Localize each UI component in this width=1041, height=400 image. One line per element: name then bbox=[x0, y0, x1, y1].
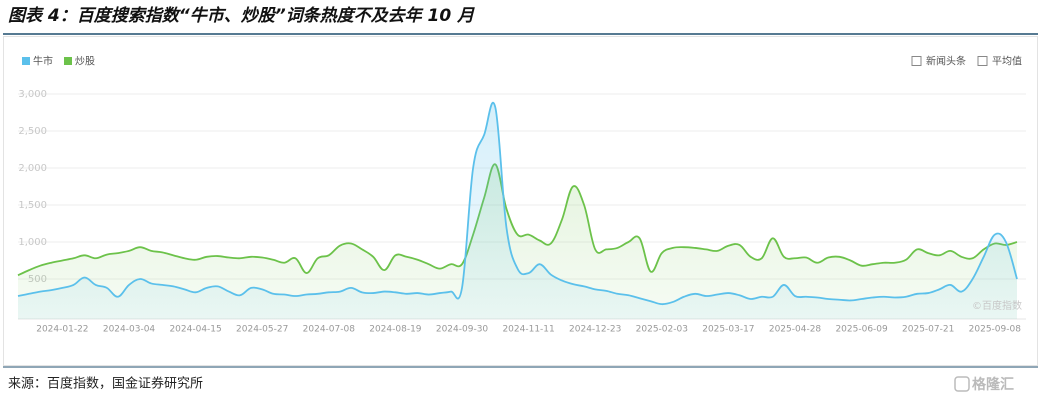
x-tick-label: 2025-04-28 bbox=[769, 325, 822, 335]
checkbox bbox=[977, 56, 988, 66]
x-tick-label: 2024-08-19 bbox=[369, 325, 422, 335]
checkbox-label: 平均值 bbox=[992, 55, 1022, 68]
x-tick-label: 2024-04-15 bbox=[169, 325, 221, 335]
x-tick-label: 2025-07-21 bbox=[902, 325, 954, 335]
chart-frame bbox=[3, 36, 1038, 366]
x-tick-label: 2024-05-27 bbox=[236, 325, 288, 335]
area bbox=[18, 164, 1017, 319]
checkbox-label: 新闻头条 bbox=[926, 55, 966, 68]
legend-label: 炒股 bbox=[75, 56, 95, 68]
line bbox=[17, 163, 1018, 277]
x-tick-label: 2025-09-08 bbox=[969, 325, 1022, 335]
source: 来源：百度指数，国金证券研究所 bbox=[8, 376, 203, 392]
y-tick-label: 1,500 bbox=[18, 200, 47, 211]
logo-icon bbox=[954, 376, 970, 392]
line bbox=[17, 102, 1018, 306]
x-tick-label: 2025-06-09 bbox=[835, 325, 888, 335]
legend-swatch bbox=[22, 57, 30, 65]
legend-swatch bbox=[64, 57, 72, 65]
x-tick-label: 2024-11-11 bbox=[502, 325, 554, 335]
x-tick-label: 2024-03-04 bbox=[103, 325, 156, 335]
checkbox bbox=[911, 56, 922, 66]
legend-label: 牛市 bbox=[33, 55, 53, 68]
x-tick-label: 2024-09-30 bbox=[436, 325, 489, 335]
x-tick-label: 2025-03-17 bbox=[702, 325, 754, 335]
logo: 格隆汇 bbox=[972, 376, 1014, 393]
x-tick-label: 2024-07-08 bbox=[303, 325, 356, 335]
y-tick-label: 3,000 bbox=[18, 89, 47, 100]
watermark: ©百度指数 bbox=[972, 299, 1022, 312]
y-tick-label: 2,000 bbox=[18, 163, 47, 174]
x-tick-label: 2024-12-23 bbox=[569, 325, 621, 335]
x-tick-label: 2025-02-03 bbox=[636, 325, 688, 335]
y-tick-label: 2,500 bbox=[18, 126, 47, 137]
chart-title: 图表 4：百度搜索指数“牛市、炒股”词条热度不及去年 10 月 bbox=[8, 6, 475, 26]
x-tick-label: 2024-01-22 bbox=[36, 325, 88, 335]
y-tick-label: 1,000 bbox=[18, 237, 47, 248]
